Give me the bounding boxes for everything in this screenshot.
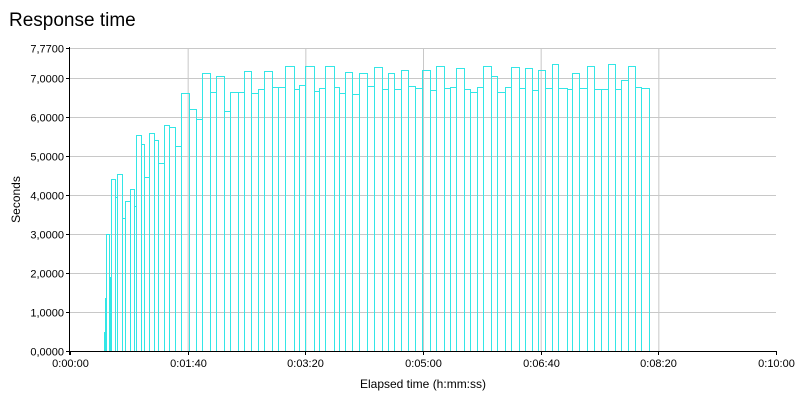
- bar: [278, 87, 286, 352]
- bar: [125, 201, 131, 352]
- bar: [299, 85, 306, 352]
- bar: [154, 140, 159, 352]
- bar: [111, 179, 116, 352]
- bar: [628, 66, 636, 352]
- y-tick-label: 6,0000: [30, 113, 64, 125]
- x-axis-label: Elapsed time (h:mm:ss): [360, 377, 486, 391]
- bar: [408, 86, 416, 352]
- y-tick-label: 3,0000: [30, 230, 64, 242]
- bar: [109, 277, 111, 352]
- axis-layer: 0,0000 1,0000 2,0000 3,0000 4,0000 5,0000 6,00…: [30, 44, 795, 371]
- bar: [158, 163, 165, 352]
- bar: [169, 127, 176, 352]
- bar: [325, 66, 335, 352]
- bar: [477, 87, 484, 352]
- bar: [505, 87, 512, 352]
- bar: [587, 66, 595, 352]
- bar: [608, 64, 616, 352]
- x-tick-label: 0:01:40: [170, 358, 207, 370]
- bar: [189, 109, 197, 352]
- bar: [305, 66, 315, 352]
- y-tick-label: 5,0000: [30, 152, 64, 164]
- bar: [359, 73, 368, 352]
- bar: [621, 80, 629, 352]
- x-tick-label: 0:00:00: [52, 358, 89, 370]
- bar: [164, 125, 170, 352]
- bar: [483, 66, 492, 352]
- bar: [285, 66, 295, 352]
- y-tick-label: 2,0000: [30, 269, 64, 281]
- x-tick-label: 0:05:00: [405, 358, 442, 370]
- bar: [511, 67, 520, 352]
- bar: [175, 146, 182, 352]
- bar: [538, 70, 546, 352]
- bar: [136, 135, 142, 352]
- bar: [196, 119, 203, 352]
- bar: [144, 177, 150, 352]
- x-tick-label: 0:03:20: [287, 358, 324, 370]
- y-tick-label: 7,7700: [30, 44, 64, 56]
- bar: [130, 189, 135, 352]
- bar: [401, 70, 409, 352]
- y-tick-label: 4,0000: [30, 191, 64, 203]
- y-axis-label: Seconds: [9, 176, 23, 223]
- bar: [334, 87, 340, 352]
- chart-title: Response time: [9, 10, 136, 31]
- bar: [436, 66, 445, 352]
- bar: [345, 72, 353, 352]
- bar: [374, 67, 383, 352]
- y-tick-label: 1,0000: [30, 308, 64, 320]
- bars-layer: [104, 64, 650, 352]
- bar: [117, 174, 123, 352]
- x-tick-label: 0:10:00: [758, 358, 795, 370]
- bar: [552, 64, 559, 352]
- bar: [244, 71, 252, 352]
- y-tick-label: 7,0000: [30, 74, 64, 86]
- x-tick-label: 0:08:20: [640, 358, 677, 370]
- bar: [224, 111, 231, 352]
- x-tick-label: 0:06:40: [523, 358, 560, 370]
- bar: [456, 68, 465, 352]
- y-tick-label: 0,0000: [30, 347, 64, 359]
- bar: [525, 68, 533, 352]
- bar: [264, 71, 273, 352]
- bar: [202, 73, 211, 352]
- bar: [450, 87, 457, 352]
- bar: [635, 87, 642, 352]
- bar: [367, 86, 375, 352]
- bar: [388, 73, 395, 352]
- bar: [149, 133, 155, 352]
- bar: [272, 87, 279, 352]
- bar: [572, 73, 580, 352]
